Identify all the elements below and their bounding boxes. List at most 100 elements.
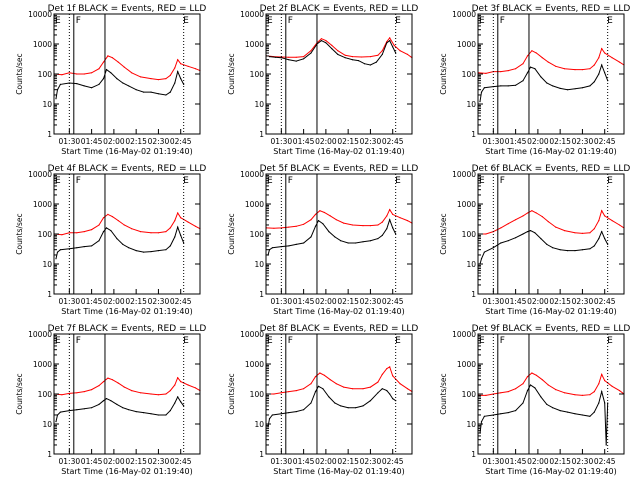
series-line-events bbox=[269, 39, 397, 66]
marker-e-left: E bbox=[267, 176, 273, 186]
data-point-lld-1 bbox=[273, 393, 275, 395]
data-point-lld-20 bbox=[392, 375, 394, 377]
y-tick-label-2: 100 bbox=[462, 230, 477, 239]
marker-f: F bbox=[500, 176, 505, 186]
data-point-lld-4 bbox=[83, 391, 85, 393]
data-point-lld-20 bbox=[180, 381, 182, 383]
data-point-lld-14 bbox=[362, 225, 364, 227]
x-tick-label-0: 01:30 bbox=[59, 297, 81, 306]
data-point-lld-19 bbox=[601, 373, 603, 375]
data-point-lld-5 bbox=[515, 68, 517, 70]
data-point-events-1 bbox=[480, 421, 483, 423]
data-point-events-4 bbox=[288, 245, 290, 247]
data-point-events-20 bbox=[598, 402, 600, 404]
data-point-lld-10 bbox=[331, 44, 333, 47]
chart-title: Det 3f BLACK = Events, RED = LLD bbox=[472, 4, 631, 14]
data-point-lld-2 bbox=[68, 72, 70, 74]
data-point-events-18 bbox=[589, 85, 591, 87]
data-point-lld-9 bbox=[111, 57, 113, 59]
data-point-events-12 bbox=[344, 57, 346, 59]
series-line-events bbox=[267, 218, 397, 256]
x-tick-label-0: 01:30 bbox=[271, 137, 293, 146]
y-tick-label-3: 1000 bbox=[457, 200, 476, 209]
data-point-events-2 bbox=[271, 247, 273, 249]
data-point-lld-18 bbox=[174, 220, 176, 222]
data-point-events-20 bbox=[389, 40, 391, 42]
data-point-events-17 bbox=[157, 93, 159, 95]
marker-e-left: E bbox=[267, 336, 273, 346]
data-point-lld-11 bbox=[123, 386, 125, 388]
plot-frame bbox=[477, 173, 625, 295]
series-lld bbox=[53, 211, 201, 236]
data-point-events-5 bbox=[295, 411, 297, 413]
marker-f: F bbox=[76, 16, 81, 26]
data-point-events-1 bbox=[268, 249, 271, 251]
data-point-events-12 bbox=[122, 407, 124, 409]
chart-panel-3: Det 3f BLACK = Events, RED = LLD E F E 1 10 10… bbox=[439, 4, 630, 156]
data-point-lld-13 bbox=[564, 392, 566, 394]
data-point-lld-8 bbox=[107, 213, 109, 215]
data-point-events-1 bbox=[268, 418, 271, 420]
data-point-lld-20 bbox=[604, 52, 606, 54]
y-tick-label-4: 10000 bbox=[28, 330, 52, 339]
x-tick-label-3: 02:15 bbox=[337, 297, 359, 306]
x-tick-label-3: 02:15 bbox=[549, 297, 571, 306]
data-point-events-2 bbox=[280, 57, 282, 59]
data-point-lld-3 bbox=[500, 71, 502, 73]
data-point-lld-1 bbox=[61, 234, 63, 236]
data-point-events-12 bbox=[546, 243, 548, 245]
x-axis-label: Start Time (16-May-02 01:19:40) bbox=[61, 307, 192, 316]
x-tick-label-1: 01:45 bbox=[293, 137, 315, 146]
data-point-lld-19 bbox=[177, 377, 179, 379]
y-axis-label: Counts/sec bbox=[15, 213, 24, 254]
x-tick-label-4: 02:30 bbox=[572, 457, 594, 466]
data-point-events-5 bbox=[303, 58, 305, 60]
data-point-lld-4 bbox=[295, 56, 297, 58]
y-tick-label-4: 10000 bbox=[28, 10, 52, 19]
data-point-events-5 bbox=[83, 85, 85, 87]
data-point-events-5 bbox=[83, 246, 85, 248]
data-point-lld-5 bbox=[91, 72, 93, 74]
data-point-events-13 bbox=[128, 247, 130, 249]
data-point-lld-11 bbox=[337, 50, 339, 52]
data-point-lld-21 bbox=[187, 221, 189, 223]
data-point-lld-3 bbox=[288, 56, 290, 58]
data-point-lld-2 bbox=[68, 232, 70, 234]
data-point-events-13 bbox=[128, 85, 130, 87]
data-point-events-17 bbox=[157, 414, 159, 416]
marker-e-right: E bbox=[395, 16, 401, 26]
data-point-lld-2 bbox=[280, 392, 282, 394]
data-point-events-7 bbox=[310, 236, 312, 238]
data-point-lld-19 bbox=[177, 212, 179, 214]
marker-e-left: E bbox=[267, 16, 273, 26]
data-point-events-15 bbox=[567, 250, 569, 252]
data-point-events-6 bbox=[515, 410, 517, 412]
data-point-lld-15 bbox=[369, 225, 371, 227]
x-tick-label-3: 02:15 bbox=[337, 137, 359, 146]
y-tick-label-2: 100 bbox=[38, 390, 53, 399]
data-point-lld-9 bbox=[323, 374, 325, 376]
series-events bbox=[268, 39, 397, 66]
data-point-events-19 bbox=[169, 410, 171, 412]
data-point-events-13 bbox=[552, 85, 554, 87]
data-point-events-18 bbox=[589, 415, 591, 417]
data-point-events-21 bbox=[177, 396, 179, 398]
data-point-lld-7 bbox=[314, 376, 317, 378]
y-axis-label: Counts/sec bbox=[227, 53, 236, 94]
data-point-lld-8 bbox=[531, 210, 533, 212]
data-point-events-12 bbox=[546, 82, 548, 84]
y-tick-label-3: 1000 bbox=[245, 360, 264, 369]
data-point-lld-14 bbox=[150, 393, 152, 395]
y-axis-label: Counts/sec bbox=[227, 373, 236, 414]
data-point-events-18 bbox=[165, 249, 167, 251]
data-point-events-5 bbox=[507, 240, 509, 242]
y-tick-label-2: 100 bbox=[38, 70, 53, 79]
data-point-events-12 bbox=[334, 402, 336, 404]
x-tick-label-0: 01:30 bbox=[483, 457, 505, 466]
data-point-events-11 bbox=[328, 396, 330, 398]
data-point-lld-9 bbox=[535, 212, 538, 214]
data-point-events-16 bbox=[574, 250, 576, 252]
data-point-events-3 bbox=[68, 410, 70, 412]
data-point-events-2 bbox=[483, 415, 485, 417]
data-point-lld-4 bbox=[295, 390, 297, 392]
